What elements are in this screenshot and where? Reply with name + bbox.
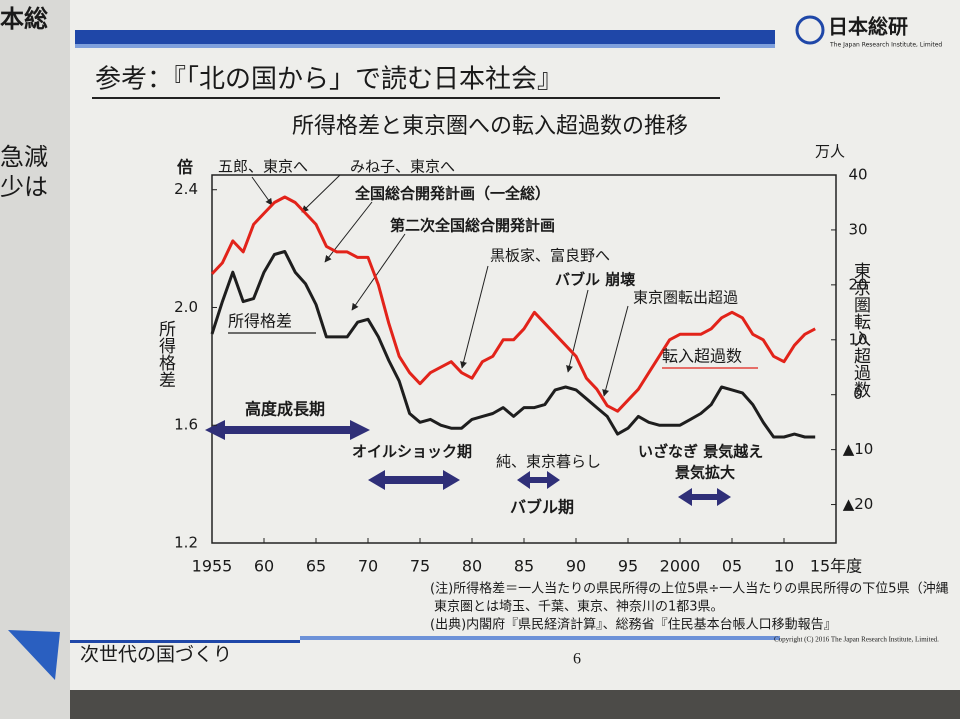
pointer bbox=[324, 201, 373, 263]
y2-tick-label: ▲10 bbox=[843, 440, 874, 458]
annotation: バブル期 bbox=[510, 498, 574, 517]
period-arrow bbox=[205, 420, 370, 440]
x-tick-label: 70 bbox=[358, 557, 378, 576]
y2-tick-label: 20 bbox=[848, 275, 867, 293]
x-tick-label: 15年度 bbox=[810, 557, 862, 576]
slide bbox=[70, 0, 960, 690]
period-arrows bbox=[205, 420, 731, 506]
footer-bar bbox=[300, 636, 780, 640]
series-label: 所得格差 bbox=[228, 312, 292, 331]
page-number: 6 bbox=[573, 651, 581, 668]
edge-fragment: 急減 bbox=[0, 143, 48, 171]
x-tick-label: 90 bbox=[566, 557, 586, 576]
period-arrow bbox=[517, 471, 560, 489]
annotation: バブル 崩壊 bbox=[555, 271, 635, 289]
copyright: Copyright (C) 2016 The Japan Research In… bbox=[774, 636, 939, 644]
pointer bbox=[460, 265, 489, 369]
footer-bar bbox=[70, 640, 300, 643]
pointer bbox=[251, 176, 273, 206]
x-tick-label: 1955 bbox=[192, 557, 233, 576]
pointers bbox=[251, 174, 629, 397]
pointer bbox=[602, 305, 629, 397]
series-line bbox=[210, 195, 816, 413]
x-tick-label: 10 bbox=[774, 557, 794, 576]
series-label: 転入超過数 bbox=[662, 347, 742, 366]
y-axis-label: 所得格差 bbox=[155, 320, 176, 388]
x-tick-label: 05 bbox=[722, 557, 742, 576]
note: 東京圏とは埼玉、千葉、東京、神奈川の1都3県。 bbox=[434, 599, 724, 615]
header-bar bbox=[75, 44, 775, 48]
annotation: 東京圏転出超過 bbox=[633, 289, 738, 307]
x-tick-label: 80 bbox=[462, 557, 482, 576]
y2-tick-label: 0 bbox=[853, 385, 863, 403]
period-arrow bbox=[678, 488, 731, 506]
footer-accent bbox=[8, 630, 60, 680]
y2-axis-label: 東京圏転入超過数 bbox=[850, 262, 871, 398]
x-tick-label: 60 bbox=[254, 557, 274, 576]
x-tick-label: 75 bbox=[410, 557, 430, 576]
slide-title: 参考：『「北の国から」で読む日本社会』 bbox=[95, 65, 563, 95]
period-arrow bbox=[368, 470, 460, 490]
annotation: 全国総合開発計画（一全総） bbox=[354, 185, 550, 203]
annotation: 五郎、東京へ bbox=[218, 158, 308, 176]
y-tick-label: 1.6 bbox=[174, 416, 198, 434]
logo: 日本総研 bbox=[828, 15, 908, 39]
y-tick-label: 1.2 bbox=[174, 534, 198, 552]
x-tick-label: 65 bbox=[306, 557, 326, 576]
annotation: 景気拡大 bbox=[675, 464, 735, 482]
pointer bbox=[351, 233, 406, 311]
annotation: みね子、東京へ bbox=[350, 158, 455, 176]
note: (注)所得格差＝一人当たりの県民所得の上位5県÷一人当たりの県民所得の下位5県（… bbox=[430, 581, 949, 597]
y2-tick-label: 40 bbox=[848, 166, 867, 184]
footer-text: 次世代の国づくり bbox=[80, 644, 232, 666]
x-tick-label: 85 bbox=[514, 557, 534, 576]
note: (出典)内閣府『県民経済計算』、総務省『住民基本台帳人口移動報告』 bbox=[430, 617, 837, 633]
header-bar bbox=[75, 30, 775, 44]
annotation: 純、東京暮らし bbox=[496, 453, 601, 471]
annotation: 高度成長期 bbox=[245, 400, 325, 419]
x-tick-label: 2000 bbox=[660, 557, 701, 576]
x-tick-label: 95 bbox=[618, 557, 638, 576]
y2-tick-label: ▲20 bbox=[843, 495, 874, 513]
y2-tick-label: 10 bbox=[848, 330, 867, 348]
y-tick-label: 2.4 bbox=[174, 180, 198, 198]
annotation: 第二次全国総合開発計画 bbox=[390, 217, 555, 235]
y-tick-label: 2.0 bbox=[174, 298, 198, 316]
edge-fragment: 本総 bbox=[0, 5, 48, 33]
logo-mark bbox=[795, 15, 825, 45]
annotation: オイルショック期 bbox=[352, 443, 472, 461]
y-unit: 倍 bbox=[177, 158, 193, 177]
y2-tick-label: 30 bbox=[848, 220, 867, 238]
annotation: 黒板家、富良野へ bbox=[490, 247, 610, 265]
chart-title: 所得格差と東京圏への転入超過数の推移 bbox=[292, 114, 688, 139]
y2-unit: 万人 bbox=[815, 143, 845, 161]
pointer bbox=[566, 289, 589, 373]
logo-sub: The Japan Research Institute, Limited bbox=[829, 42, 942, 49]
pointer bbox=[301, 174, 341, 213]
edge-fragment: 少は bbox=[0, 173, 48, 201]
series-line bbox=[210, 250, 816, 439]
annotation: いざなぎ 景気越え bbox=[638, 443, 763, 461]
prev-page bbox=[0, 0, 70, 719]
